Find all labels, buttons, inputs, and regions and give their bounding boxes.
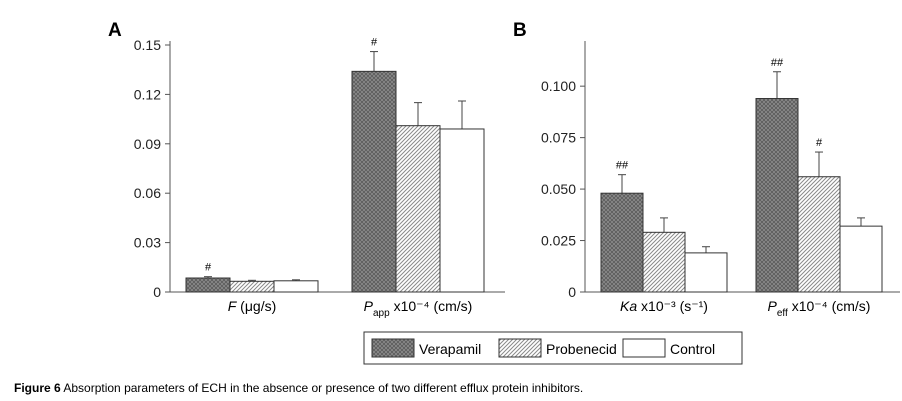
bar-probenecid bbox=[642, 231, 686, 293]
significance-mark: # bbox=[816, 137, 823, 149]
y-tick-label: 0.03 bbox=[134, 235, 161, 251]
y-tick-label: 0.06 bbox=[134, 185, 161, 201]
legend-swatch bbox=[622, 338, 666, 358]
caption-text: Absorption parameters of ECH in the abse… bbox=[63, 381, 584, 395]
legend-label: Verapamil bbox=[419, 341, 481, 357]
x-category-label: F (μg/s) bbox=[228, 298, 277, 314]
y-tick-label: 0.15 bbox=[134, 37, 161, 53]
significance-mark: # bbox=[205, 262, 212, 274]
legend: Verapamil Probenecid Control bbox=[363, 331, 743, 365]
significance-mark: # bbox=[371, 37, 378, 49]
bar-control bbox=[439, 128, 485, 293]
x-category-label: Papp x10⁻⁴ (cm/s) bbox=[364, 298, 473, 319]
bar-verapamil bbox=[755, 98, 799, 293]
x-category-label: Ka x10⁻³ (s⁻¹) bbox=[620, 298, 708, 314]
y-tick-label: 0 bbox=[153, 284, 161, 300]
bar-probenecid bbox=[395, 125, 441, 293]
bar-verapamil bbox=[185, 277, 231, 293]
bar-probenecid bbox=[797, 176, 841, 293]
significance-mark: ## bbox=[616, 160, 629, 172]
x-category-label: Peff x10⁻⁴ (cm/s) bbox=[768, 298, 871, 319]
y-tick-label: 0.025 bbox=[541, 233, 576, 249]
y-tick-label: 0.100 bbox=[541, 78, 576, 94]
legend-label: Probenecid bbox=[546, 341, 617, 357]
panel-letter: B bbox=[513, 20, 527, 41]
legend-box bbox=[363, 331, 743, 365]
bar-verapamil bbox=[351, 70, 397, 293]
y-tick-label: 0.050 bbox=[541, 181, 576, 197]
caption-label: Figure 6 bbox=[14, 381, 61, 395]
panel-a-chart: A 0 0.03 0.06 0.09 0.12 0.15 # F (μg/s) # Papp x10… bbox=[108, 20, 505, 319]
bar-verapamil bbox=[600, 192, 644, 293]
legend-swatch bbox=[498, 338, 542, 358]
y-tick-label: 0.12 bbox=[134, 86, 161, 102]
legend-label: Control bbox=[670, 341, 715, 357]
panel-letter: A bbox=[108, 20, 122, 41]
bar-control bbox=[684, 252, 728, 293]
significance-mark: ## bbox=[771, 57, 784, 69]
bar-control bbox=[839, 225, 883, 293]
legend-swatch bbox=[371, 338, 415, 358]
y-tick-label: 0 bbox=[568, 284, 576, 300]
y-tick-label: 0.075 bbox=[541, 130, 576, 146]
y-tick-label: 0.09 bbox=[134, 136, 161, 152]
bar-probenecid bbox=[229, 280, 275, 293]
figure-caption: Figure 6 Absorption parameters of ECH in… bbox=[14, 381, 583, 395]
bar-control bbox=[273, 280, 319, 293]
